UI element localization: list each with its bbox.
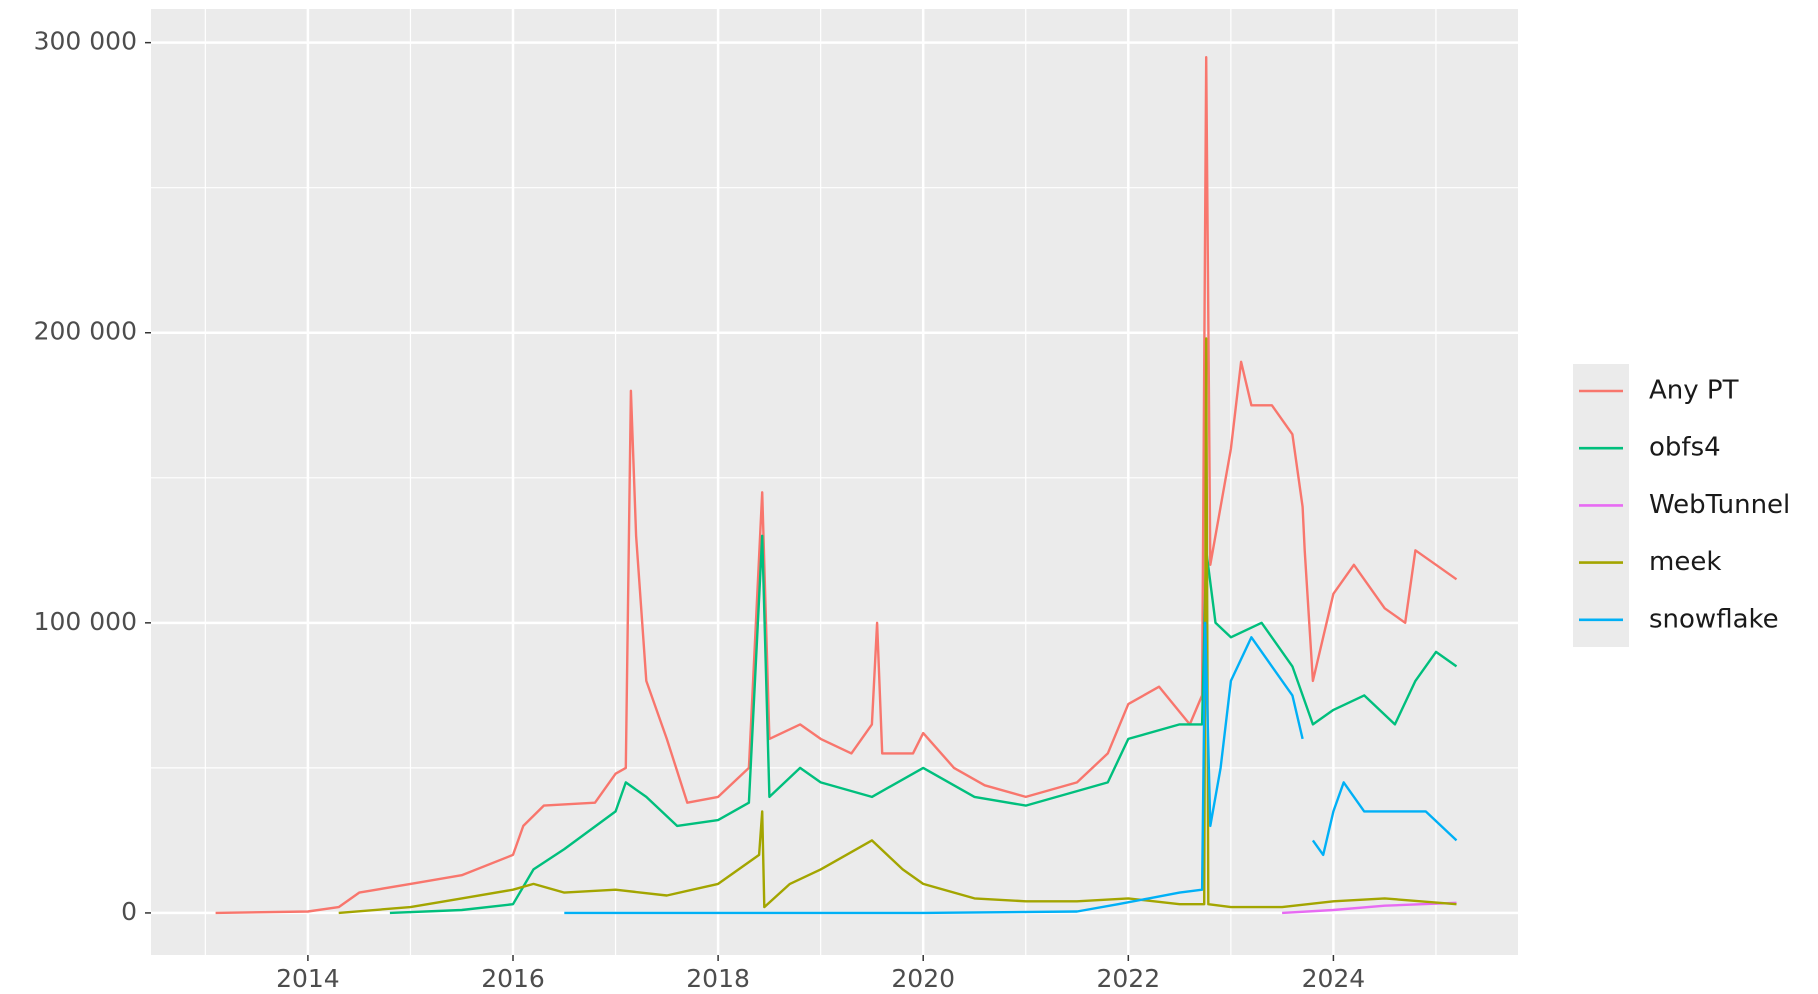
x-tick-label: 2014: [276, 964, 340, 993]
series-line: [564, 621, 1458, 915]
legend-label: snowflake: [1649, 604, 1779, 634]
y-tick-label: 300 000: [34, 27, 137, 56]
legend-label: WebTunnel: [1649, 490, 1790, 520]
series-line: [1282, 901, 1457, 915]
x-tick-label: 2018: [686, 964, 750, 993]
series-line: [215, 56, 1458, 915]
y-tick-label: 100 000: [34, 607, 137, 636]
series-line: [338, 337, 1457, 915]
legend-label: meek: [1649, 547, 1721, 577]
x-tick-label: 2016: [481, 964, 545, 993]
x-tick-label: 2020: [891, 964, 955, 993]
y-tick-label: 200 000: [34, 317, 137, 346]
legend-label: obfs4: [1649, 433, 1721, 463]
x-tick-label: 2024: [1302, 964, 1366, 993]
panel: [151, 9, 1518, 955]
series-line: [389, 534, 1458, 915]
y-tick-label: 0: [121, 897, 137, 926]
x-tick-label: 2022: [1096, 964, 1160, 993]
legend-label: Any PT: [1649, 376, 1739, 406]
